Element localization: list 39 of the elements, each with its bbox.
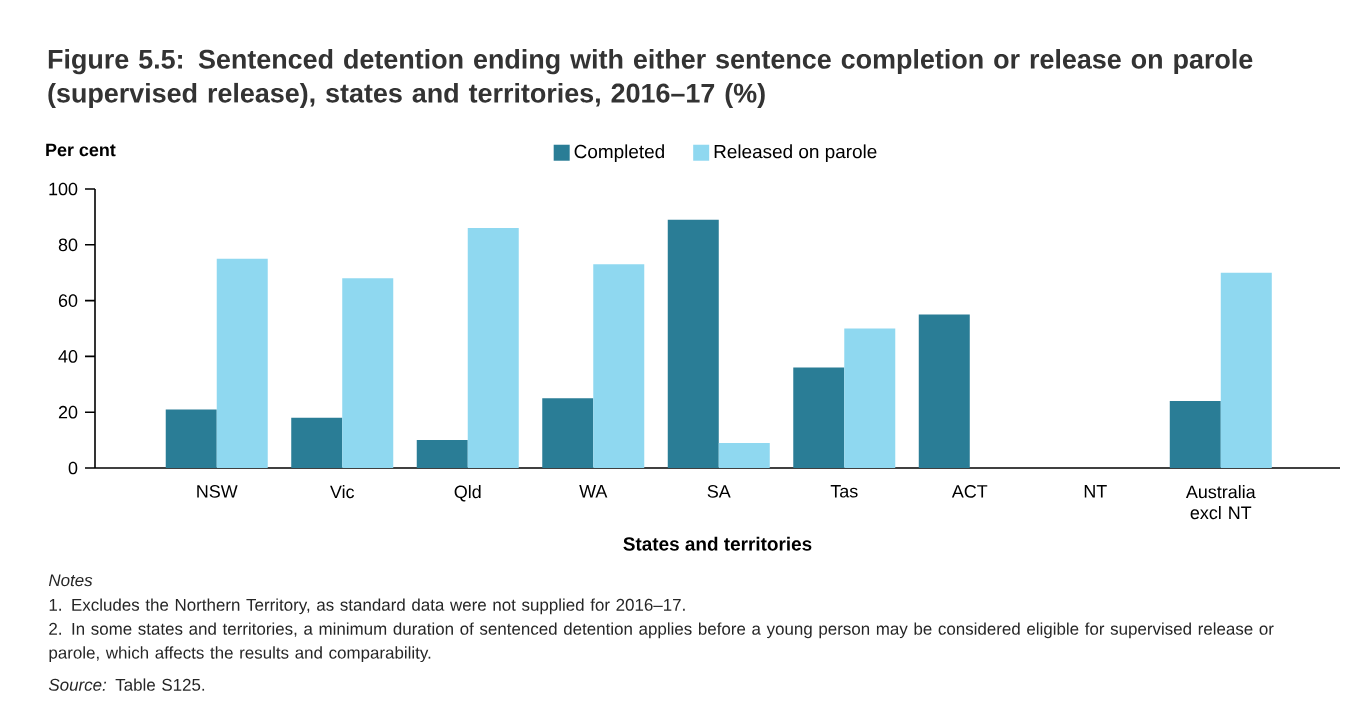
x-tick-label: SA xyxy=(707,485,731,498)
bar xyxy=(667,219,719,468)
y-tick-label: 0 xyxy=(68,461,78,475)
x-tick-label: Australia excl NT xyxy=(1185,485,1256,520)
y-axis-title: Per cent xyxy=(46,143,116,157)
bar xyxy=(593,264,645,468)
bar xyxy=(844,328,896,468)
bar xyxy=(291,417,343,468)
x-tick-label: WA xyxy=(579,485,608,498)
chart-title: Figure 5.5: Sentenced detention ending with either sentence completion or release on parole (supervised release), states and territories, 2016–17 (%) xyxy=(48,49,1253,108)
bar xyxy=(1169,401,1221,468)
y-tick-label: 20 xyxy=(58,405,78,419)
x-tick-label: Qld xyxy=(454,485,481,502)
x-tick-label: NSW xyxy=(197,485,238,498)
bar xyxy=(718,442,770,468)
text: Source: Table S125. xyxy=(48,678,205,691)
legend-label: Completed xyxy=(574,144,664,163)
x-axis-title: States and territories xyxy=(623,536,812,551)
bar xyxy=(542,398,594,468)
bar xyxy=(342,278,394,468)
x-tick-label: NT xyxy=(1084,485,1107,498)
y-tick-label: 80 xyxy=(58,238,78,252)
x-tick-label: Tas xyxy=(830,485,858,498)
x-tick-label: Vic xyxy=(330,485,355,499)
x-tick-label: ACT xyxy=(951,485,988,498)
bar xyxy=(793,367,845,468)
y-tick-label: 40 xyxy=(58,350,78,363)
text: 2. In some states and territories, a minimum duration of sentenced detention applies before a young person may be considered eligible for supervised release or parole, which affects the results and comparability. xyxy=(49,622,1274,663)
bar xyxy=(918,314,970,468)
y-tick-label: 60 xyxy=(58,294,78,307)
bar xyxy=(467,228,519,468)
bar xyxy=(1220,272,1272,468)
text: 1. Excludes the Northern Territory, as standard data were not supplied for 2016–17. xyxy=(49,598,685,615)
bar xyxy=(216,258,268,468)
y-tick-label: 100 xyxy=(49,182,78,196)
legend-label: Released on parole xyxy=(714,144,877,163)
text: Notes xyxy=(48,574,93,587)
bar xyxy=(165,409,217,468)
bar xyxy=(416,440,468,468)
